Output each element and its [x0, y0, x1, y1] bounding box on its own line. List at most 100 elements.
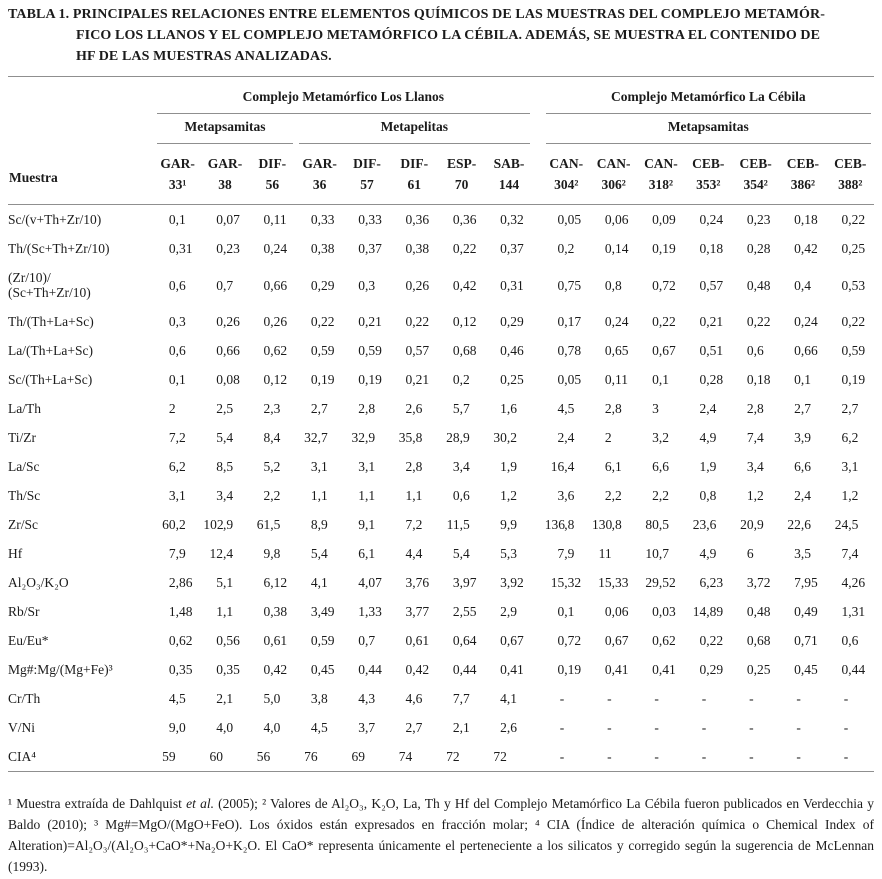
table-cell: 15,33 [598, 575, 629, 590]
table-title-line: FICO LOS LLANOS Y EL COMPLEJO METAMÓRFIC… [76, 28, 821, 43]
table-cell: 2 [168, 401, 176, 416]
table-cell: 3,6 [557, 488, 575, 503]
table-cell: 3,92 [500, 575, 524, 590]
table-cell: 0,21 [699, 314, 724, 329]
table-cell: 7,4 [746, 430, 764, 445]
table-cell: 3,49 [310, 604, 335, 619]
footnote: ¹ Muestra extraída de Dahlquist et al. (… [8, 793, 874, 877]
table-cell: - [796, 720, 801, 735]
column-header: CEB- 354² [731, 144, 780, 205]
gap-column [533, 114, 543, 144]
table-cell: 0,21 [358, 314, 382, 329]
row-label: La/Th [8, 401, 41, 416]
table-cell: 7,95 [794, 575, 818, 590]
table-cell: 0,26 [216, 314, 240, 329]
table-cell: 0,24 [263, 241, 288, 256]
table-cell: 0,29 [500, 314, 524, 329]
table-cell: 7,9 [557, 546, 575, 561]
table-cell: - [589, 742, 638, 772]
table-cell: 1,2 [500, 488, 518, 503]
gap-column [533, 539, 543, 568]
table-cell: 0,06 [604, 212, 629, 227]
table-cell: 5,4 [452, 546, 470, 561]
table-cell: 15,32 [550, 575, 582, 590]
table-cell: 0,12 [452, 314, 477, 329]
table-cell: 23,6 [692, 517, 717, 532]
column-header: CAN- 318² [637, 144, 685, 205]
column-header: CEB- 388² [826, 144, 874, 205]
table-cell: 4,5 [168, 691, 186, 706]
table-cell: 0,22 [452, 241, 477, 256]
footnote-text: et al. [186, 796, 214, 811]
table-cell: - [654, 720, 659, 735]
table-cell: 0,37 [500, 241, 524, 256]
table-cell: 0,19 [310, 372, 335, 387]
table-cell: 0,26 [405, 277, 430, 293]
table-cell: 0,57 [699, 277, 724, 293]
table-cell: 6 [746, 546, 754, 561]
table-cell: 2 [604, 430, 612, 445]
table-cell: 0,61 [405, 633, 430, 648]
table-cell: 0,1 [557, 604, 575, 619]
table-cell: 3,2 [652, 430, 670, 445]
table-cell: 0,67 [500, 633, 524, 648]
table-cell: 0,44 [358, 662, 382, 677]
table-cell: 60 [201, 742, 249, 772]
table-cell: 0,44 [841, 662, 866, 677]
table-cell: 2,7 [841, 401, 859, 416]
table-cell: 0,19 [841, 372, 866, 387]
table-cell: 3,1 [841, 459, 859, 474]
table-cell: 0,62 [652, 633, 676, 648]
table-cell: 14,89 [692, 604, 724, 619]
table-cell: 0,24 [794, 314, 818, 329]
table-cell: 3 [652, 401, 659, 416]
table-cell: 1,48 [168, 604, 193, 619]
table-cell: 0,31 [168, 241, 193, 256]
table-cell: - [607, 720, 612, 735]
table-cell: 29,52 [645, 575, 676, 590]
table-cell: 0,09 [652, 212, 676, 227]
table-cell: 3,77 [405, 604, 430, 619]
table-cell: 1,9 [500, 459, 518, 474]
table-cell: - [542, 742, 590, 772]
gap-column [533, 365, 543, 394]
table-cell: 0,2 [557, 241, 575, 256]
table-cell: 0,26 [263, 314, 288, 329]
table-cell: 60,2 [162, 517, 186, 532]
footnote-text: ¹ Muestra extraída de Dahlquist [8, 796, 187, 811]
table-cell: 0,49 [794, 604, 818, 619]
table-cell: 1,2 [841, 488, 859, 503]
table-cell: 0,44 [452, 662, 477, 677]
row-label: Th/Sc [8, 488, 41, 503]
table-cell: 3,97 [452, 575, 477, 590]
table-cell: 0,17 [557, 314, 582, 329]
gap-column [533, 568, 543, 597]
table-cell: 0,28 [699, 372, 724, 387]
table-cell: 0,11 [263, 212, 287, 227]
table-cell: 74 [390, 742, 438, 772]
gap-column [533, 684, 543, 713]
table-row: Zr/Sc 60,2 102,9 61,5 8,9 9,1 7,2 11,5 9,9 136,8 1… [8, 510, 874, 539]
table-cell: 2,9 [500, 604, 518, 619]
table-cell: 0,19 [358, 372, 382, 387]
muestra-column-header: Muestra [8, 144, 154, 205]
table-cell: 61,5 [256, 517, 281, 532]
group-label: Complejo Metamórfico Los Llanos [157, 88, 530, 114]
row-label: Eu/Eu* [8, 633, 49, 648]
table-cell: 0,66 [794, 343, 818, 358]
table-row: Sc/(Th+La+Sc) 0,1 0,08 0,12 0,19 0,19 0,21 0,2 0… [8, 365, 874, 394]
table-cell: 2,2 [652, 488, 670, 503]
table-cell: 16,4 [550, 459, 575, 474]
table-cell: - [559, 720, 565, 735]
table-cell: 2,6 [500, 720, 518, 735]
group-header-stub [8, 76, 154, 114]
table-cell: 0,48 [746, 604, 771, 619]
table-cell: 3,4 [216, 488, 234, 503]
gap-column [533, 481, 543, 510]
table-cell: 0,35 [168, 662, 193, 677]
table-cell: 0,61 [263, 633, 288, 648]
table-cell: 0,45 [794, 662, 818, 677]
table-title-line: HF DE LAS MUESTRAS ANALIZADAS. [76, 49, 332, 64]
table-cell: 1,31 [841, 604, 866, 619]
column-header: CAN- 304² [542, 144, 590, 205]
